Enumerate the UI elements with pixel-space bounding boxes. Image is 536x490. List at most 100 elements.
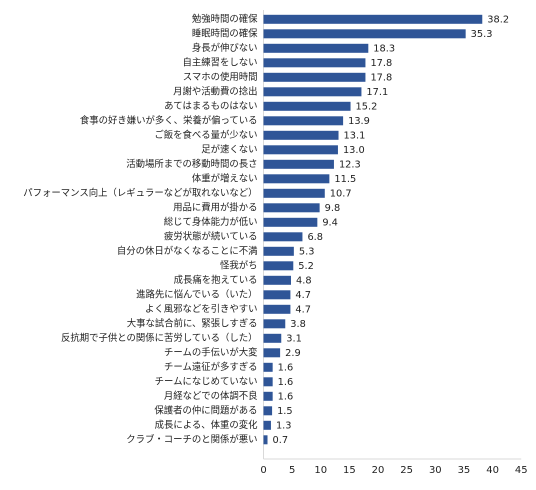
bar bbox=[263, 261, 294, 271]
bar bbox=[263, 217, 318, 227]
category-label: 食事の好き嫌いが多く、栄養が偏っている bbox=[80, 114, 258, 126]
category-label: チーム遠征が多すぎる bbox=[164, 361, 257, 373]
data-label: 4.8 bbox=[296, 275, 312, 286]
data-label: 13.9 bbox=[348, 116, 370, 127]
bar bbox=[263, 72, 366, 82]
data-label: 5.3 bbox=[299, 246, 315, 257]
data-label: 5.2 bbox=[298, 261, 314, 272]
bar bbox=[263, 116, 344, 126]
category-label: チームの手伝いが大変 bbox=[164, 346, 257, 358]
bar bbox=[263, 101, 351, 111]
category-label: 自分の休日がなくなることに不満 bbox=[117, 245, 258, 257]
category-label: 反抗期で子供との関係に苦労している（した） bbox=[61, 332, 258, 344]
category-label: ご飯を食べる量が少ない bbox=[154, 129, 257, 141]
data-label: 12.3 bbox=[339, 159, 361, 170]
bar bbox=[263, 319, 286, 329]
data-label: 18.3 bbox=[373, 43, 395, 54]
bar bbox=[263, 130, 339, 140]
category-label: 自主練習をしない bbox=[182, 56, 257, 68]
data-label: 13.1 bbox=[344, 130, 366, 141]
data-label: 15.2 bbox=[356, 101, 378, 112]
bar bbox=[263, 348, 281, 358]
data-label: 10.7 bbox=[330, 188, 352, 199]
data-label: 17.8 bbox=[370, 58, 392, 69]
bar bbox=[263, 58, 366, 68]
category-label: パフォーマンス向上（レギュラーなどが取れないなど） bbox=[23, 187, 257, 199]
category-label: よく風邪などを引きやすい bbox=[145, 304, 258, 315]
bar bbox=[263, 232, 303, 242]
bar bbox=[263, 174, 330, 184]
bar bbox=[263, 188, 325, 198]
category-label: 疲労状態が続いている bbox=[164, 230, 257, 242]
data-label: 9.4 bbox=[322, 217, 338, 228]
data-label: 35.3 bbox=[471, 29, 493, 40]
bar bbox=[263, 391, 273, 401]
bar bbox=[263, 14, 483, 24]
data-label: 4.7 bbox=[295, 304, 311, 315]
data-label: 13.0 bbox=[343, 145, 365, 156]
bar bbox=[263, 420, 271, 430]
x-tick-label: 40 bbox=[486, 465, 499, 476]
category-label: 体重が増えない bbox=[192, 172, 258, 184]
x-tick-label: 45 bbox=[515, 465, 528, 476]
data-label: 1.5 bbox=[277, 406, 293, 417]
x-tick-label: 5 bbox=[289, 465, 295, 476]
x-tick-label: 10 bbox=[314, 465, 327, 476]
bar bbox=[263, 145, 338, 155]
category-label: 身長が伸びない bbox=[192, 42, 258, 54]
bar bbox=[263, 406, 273, 416]
bar bbox=[263, 87, 362, 97]
x-tick-label: 20 bbox=[372, 465, 385, 476]
category-label: 怪我がち bbox=[220, 259, 258, 271]
bar bbox=[263, 203, 320, 213]
x-tick-label: 15 bbox=[343, 465, 356, 476]
category-label: チームになじめていない bbox=[155, 376, 258, 387]
x-tick-label: 35 bbox=[458, 465, 471, 476]
data-label: 3.8 bbox=[290, 319, 306, 330]
data-label: 0.7 bbox=[273, 435, 289, 446]
category-label: 足が速くない bbox=[201, 143, 257, 155]
category-label: あてはまるものはない bbox=[164, 101, 257, 112]
category-label: 勉強時間の確保 bbox=[192, 13, 258, 25]
data-label: 1.6 bbox=[278, 362, 294, 373]
category-label: 総じて身体能力が低い bbox=[164, 216, 258, 228]
bar bbox=[263, 290, 291, 300]
data-label: 4.7 bbox=[295, 290, 311, 301]
bar bbox=[263, 333, 282, 343]
x-tick-label: 0 bbox=[260, 465, 266, 476]
data-label: 6.8 bbox=[307, 232, 323, 243]
data-label: 2.9 bbox=[285, 348, 301, 359]
data-label: 3.1 bbox=[286, 333, 302, 344]
data-label: 9.8 bbox=[325, 203, 341, 214]
data-label: 1.6 bbox=[278, 377, 294, 388]
category-label: 活動場所までの移動時間の長さ bbox=[126, 158, 257, 170]
category-label: 成長痛を抱えている bbox=[174, 274, 258, 286]
bar bbox=[263, 362, 273, 372]
category-label: クラブ・コーチのと関係が悪い bbox=[126, 433, 257, 445]
bar bbox=[263, 29, 466, 39]
category-label: 保護者の仲に問題がある bbox=[154, 404, 257, 416]
data-label: 1.6 bbox=[278, 391, 294, 402]
category-label: 成長による、体重の変化 bbox=[155, 419, 258, 431]
category-label: 睡眠時間の確保 bbox=[192, 27, 258, 39]
category-label: 月謝や活動費の捻出 bbox=[173, 85, 257, 97]
data-label: 17.8 bbox=[370, 72, 392, 83]
category-label: スマホの使用時間 bbox=[183, 71, 258, 83]
category-label: 月経などでの体調不良 bbox=[164, 390, 258, 402]
category-label: 進路先に悩んでいる（いた） bbox=[136, 288, 257, 300]
category-label: 大事な試合前に、緊張しすぎる bbox=[127, 317, 258, 329]
category-label: 用品に費用が掛かる bbox=[173, 201, 257, 213]
bar bbox=[263, 304, 291, 314]
x-tick-label: 30 bbox=[429, 465, 442, 476]
data-label: 17.1 bbox=[366, 87, 388, 98]
bar bbox=[263, 377, 273, 387]
bar bbox=[263, 435, 268, 445]
bar bbox=[263, 43, 369, 53]
data-label: 1.3 bbox=[276, 420, 292, 431]
data-label: 11.5 bbox=[334, 174, 356, 185]
bar bbox=[263, 275, 291, 285]
x-tick-label: 25 bbox=[400, 465, 413, 476]
bar bbox=[263, 159, 334, 169]
